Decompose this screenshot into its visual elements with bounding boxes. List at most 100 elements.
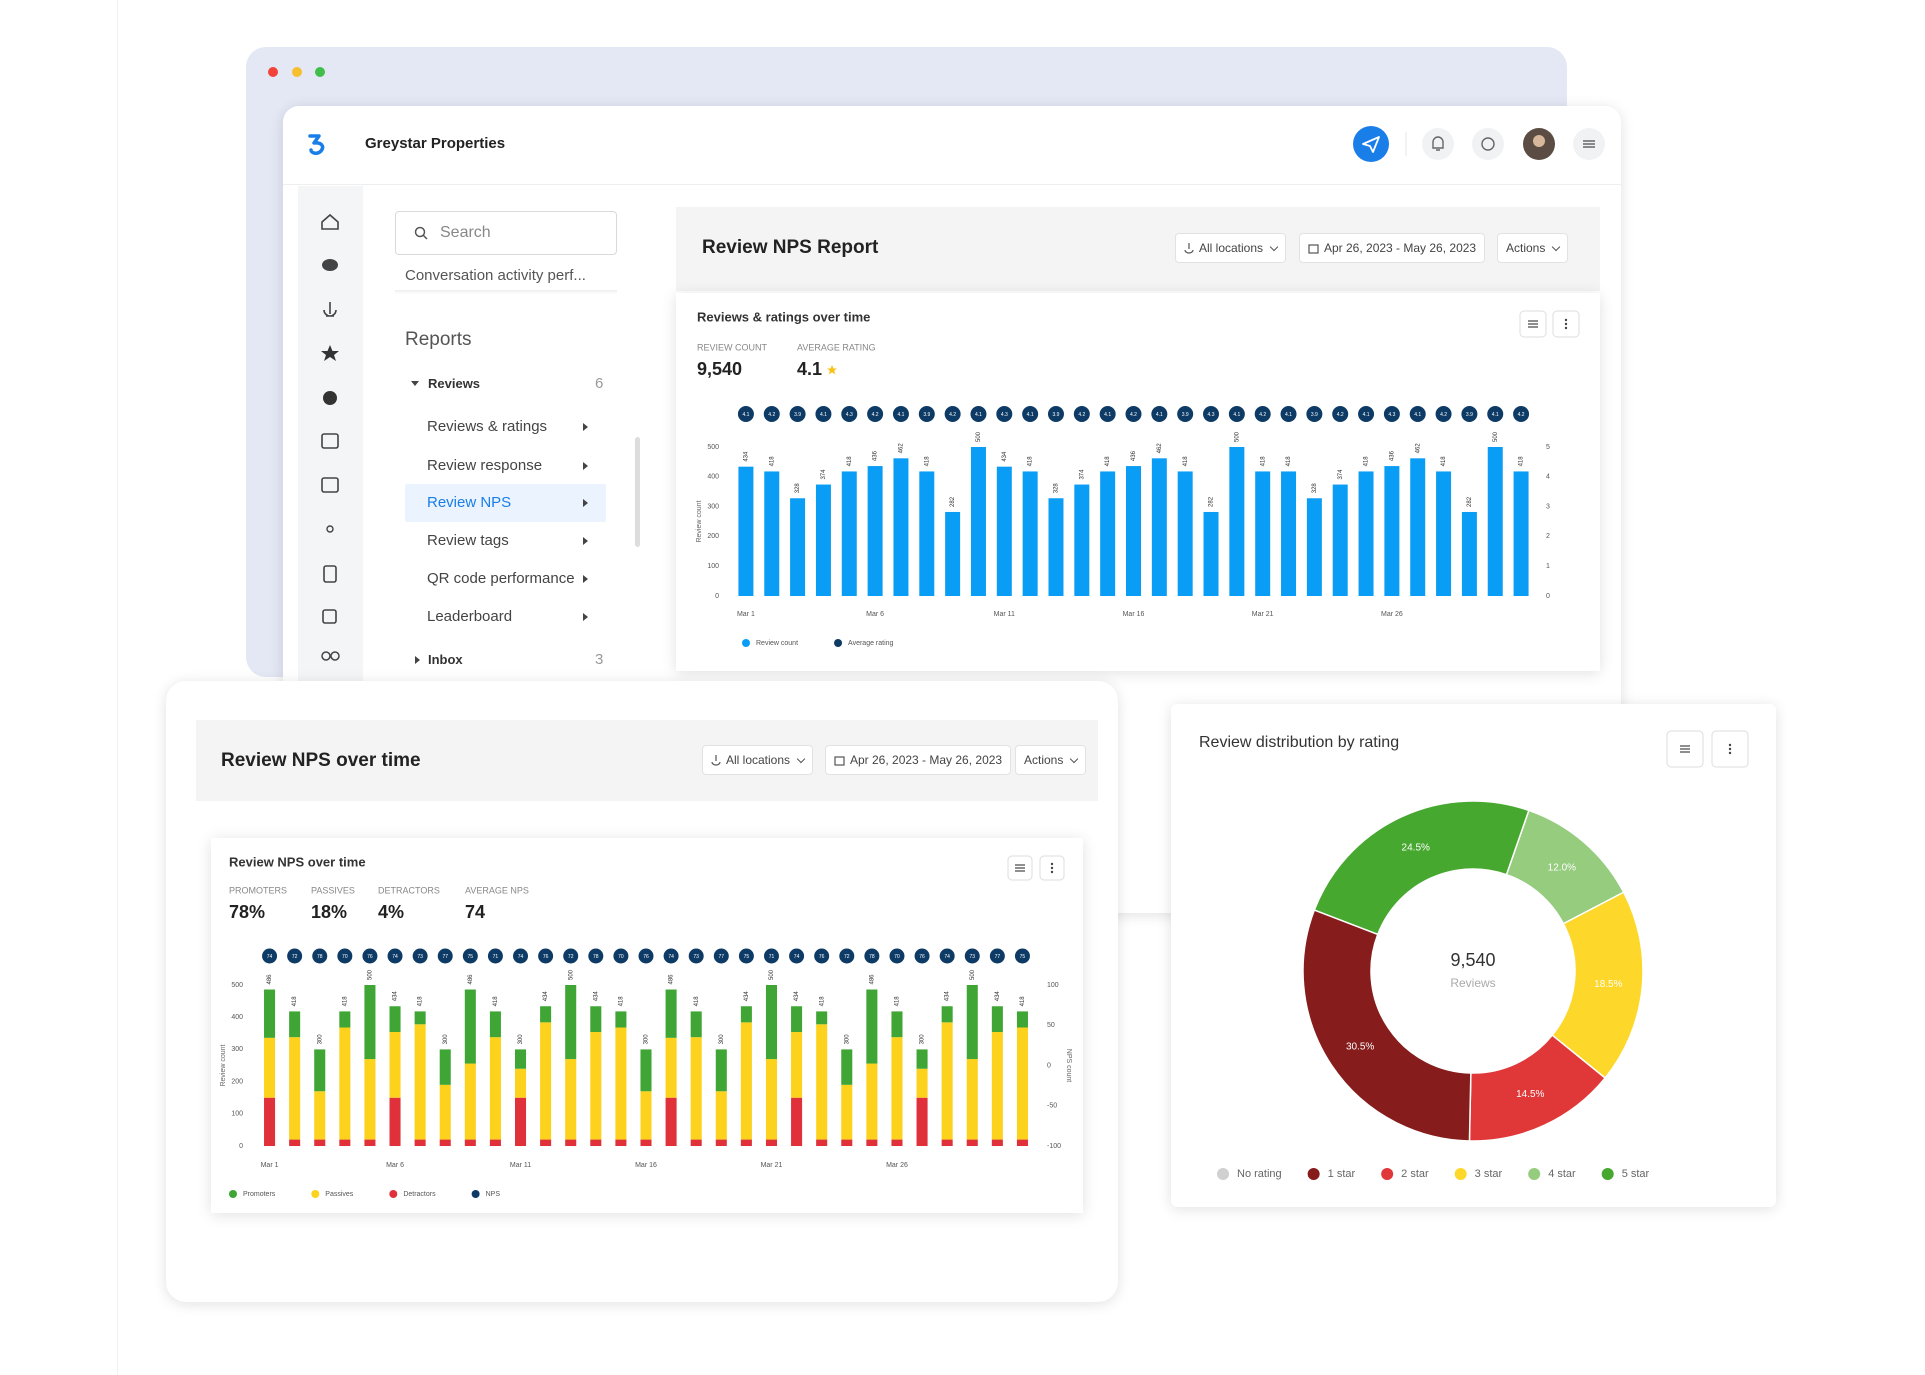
home-icon[interactable]	[321, 213, 339, 230]
stat-label: DETRACTORS	[378, 885, 440, 895]
bar-total-label: 486	[669, 974, 675, 985]
group-name[interactable]: Inbox	[428, 652, 463, 667]
x-tick-label: Mar 16	[635, 1162, 657, 1169]
messages-icon[interactable]	[322, 259, 338, 271]
bar-segment	[665, 989, 677, 1038]
bar	[970, 447, 986, 596]
actions-button[interactable]: Actions	[1497, 233, 1569, 263]
rating-dot	[889, 948, 905, 964]
users-icon[interactable]	[321, 651, 331, 661]
chart-card: Review NPS over time PROMOTERS 78% PASSIVES…	[211, 838, 1083, 1213]
rating-label: 4.3	[1388, 412, 1395, 418]
anchor-icon[interactable]	[323, 302, 337, 317]
rating-label: 76	[919, 954, 925, 960]
grid-icon[interactable]	[321, 477, 339, 493]
scroll-fade	[395, 290, 617, 294]
doc-icon[interactable]	[323, 565, 337, 583]
info-icon[interactable]	[323, 391, 337, 405]
y2-tick-label: 0	[1546, 593, 1550, 600]
truncated-item[interactable]: Conversation activity perf...	[405, 267, 586, 284]
rating-label: 74	[668, 954, 674, 960]
bar-value-label: 418	[847, 456, 853, 467]
close-dot[interactable]	[268, 67, 278, 77]
rating-dot	[864, 948, 880, 964]
bar-segment	[640, 1091, 652, 1140]
chevron	[1269, 242, 1279, 251]
bar-total-label: 418	[1020, 996, 1026, 1007]
rating-dot	[964, 948, 980, 964]
date-filter[interactable]: Apr 26, 2023 - May 26, 2023	[1299, 233, 1486, 263]
bar-segment	[339, 1027, 351, 1140]
bar-value-label: 418	[1105, 456, 1111, 467]
search-box[interactable]: Search	[395, 211, 617, 255]
rating-label: 76	[367, 954, 373, 960]
legend-swatch	[1217, 1168, 1229, 1180]
bar-value-label: 374	[1338, 469, 1344, 480]
nav-item[interactable]: QR code performance	[427, 570, 575, 587]
legend-swatch	[389, 1190, 398, 1198]
rating-label: 3.9	[1182, 412, 1189, 418]
help-button[interactable]	[1472, 128, 1504, 160]
bar-total-label: 486	[869, 974, 875, 985]
rating-dot	[944, 406, 961, 422]
bar-segment	[690, 1011, 702, 1038]
bar-total-label: 434	[794, 991, 800, 1002]
y-tick-label: 500	[707, 444, 719, 451]
rating-label: 4.2	[1259, 412, 1266, 418]
actions-button[interactable]: Actions	[1015, 745, 1087, 775]
rating-dot	[1358, 406, 1375, 422]
bar-segment	[765, 985, 778, 1060]
stat-value: 9,540	[697, 359, 742, 379]
send-button[interactable]	[1353, 126, 1389, 162]
nav-item[interactable]: Leaderboard	[427, 608, 513, 625]
rating-label: 72	[844, 954, 850, 960]
bar-segment	[264, 989, 276, 1038]
chart-title: Review NPS over time	[229, 854, 366, 869]
date-filter[interactable]: Apr 26, 2023 - May 26, 2023	[825, 745, 1012, 775]
rating-dot	[839, 948, 855, 964]
reviews-icon[interactable]	[321, 345, 339, 361]
bar-value-label: 436	[1389, 450, 1395, 461]
bar-segment	[590, 1006, 602, 1033]
bar	[867, 466, 883, 596]
rating-label: 3.9	[794, 412, 801, 418]
bar-segment	[916, 1097, 928, 1146]
calendar-icon[interactable]	[321, 433, 339, 449]
scrollbar[interactable]	[635, 437, 640, 547]
nav-item[interactable]: Reviews & ratings	[427, 418, 548, 435]
bar-segment	[464, 1063, 476, 1140]
slice-label: 24.5%	[1402, 842, 1430, 853]
nps-header: Review NPS over time All locations Apr 2…	[196, 720, 1098, 801]
bar	[1151, 458, 1167, 596]
rating-dot	[1073, 406, 1090, 422]
copy-icon[interactable]	[322, 609, 337, 624]
nav-item[interactable]: Review NPS	[427, 494, 512, 511]
bar-segment	[339, 1139, 351, 1146]
nav-item[interactable]: Review tags	[427, 532, 509, 549]
rating-label: 74	[267, 954, 273, 960]
bar-segment	[891, 1139, 903, 1146]
rating-dot	[738, 948, 754, 964]
maximize-dot[interactable]	[315, 67, 325, 77]
bar	[1022, 471, 1038, 596]
notifications-button[interactable]	[1422, 128, 1454, 160]
bar-value-label: 282	[950, 496, 956, 507]
workflow-icon[interactable]	[326, 525, 334, 533]
rating-dot	[287, 948, 303, 964]
minimize-dot[interactable]	[292, 67, 302, 77]
rating-label: 75	[744, 954, 750, 960]
group-name[interactable]: Reviews	[428, 376, 481, 391]
more-dot	[1564, 326, 1568, 330]
send-icon	[1362, 136, 1380, 153]
rating-dot	[1332, 406, 1349, 422]
location-filter[interactable]: All locations	[1175, 233, 1287, 263]
bar-value-label: 462	[899, 443, 905, 454]
location-filter[interactable]: All locations	[702, 745, 814, 775]
nav-item[interactable]: Review response	[427, 457, 543, 474]
rating-dot	[1461, 406, 1478, 422]
bar-segment	[715, 1091, 727, 1140]
rating-label: 4.2	[872, 412, 879, 418]
bar	[1461, 511, 1477, 596]
y2-tick-label: 50	[1047, 1022, 1055, 1029]
